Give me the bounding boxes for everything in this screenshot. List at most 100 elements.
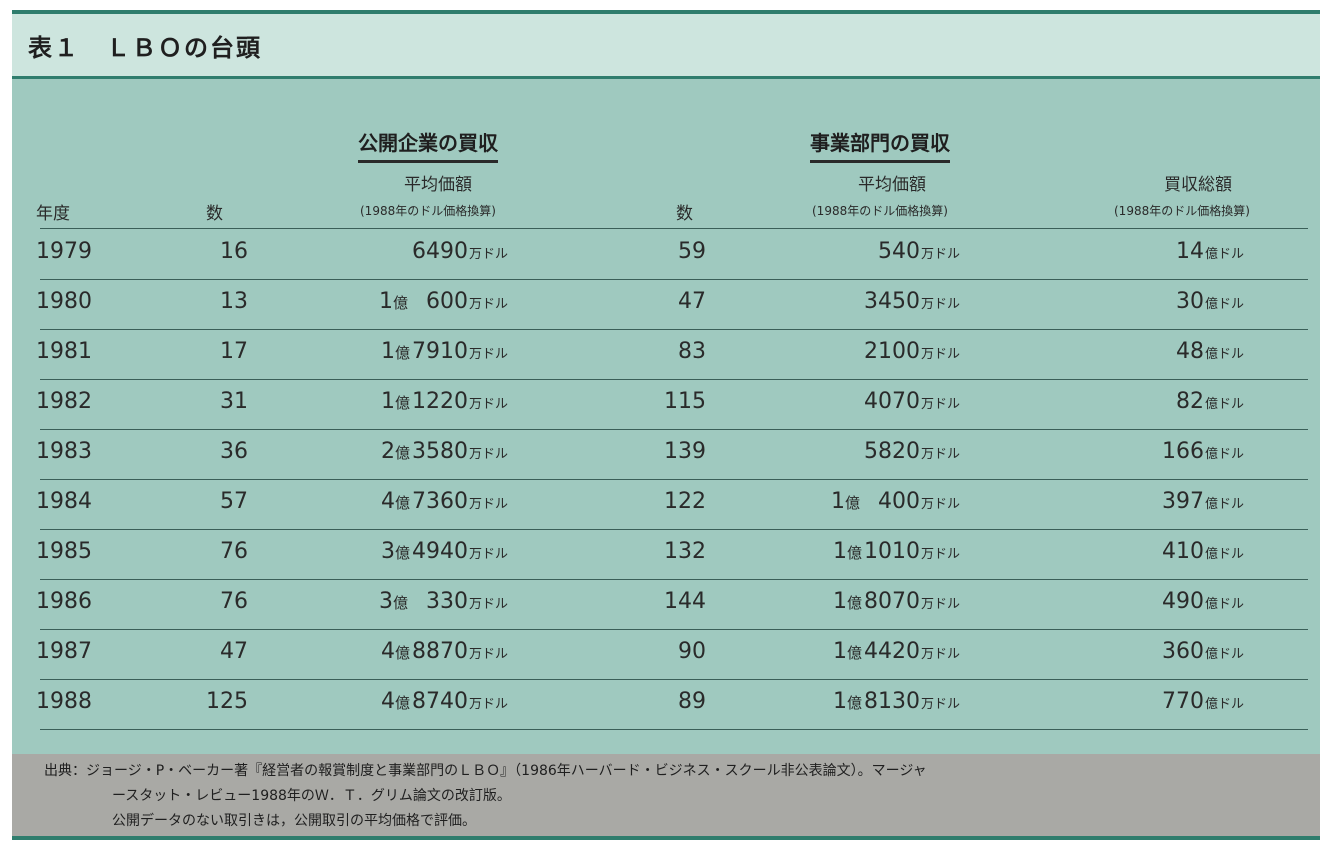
oku-number: 2 [380,439,395,464]
cell-avg-division: 2100万ドル [864,339,960,364]
row-rule [40,279,1308,280]
table-row: 1987 47 4億8870万ドル 90 1億4420万ドル 360億ドル [12,629,1320,679]
oku-number: 1 [832,689,847,714]
row-rule [40,429,1308,430]
man-unit: 万ドル [920,497,960,512]
row-rule [40,679,1308,680]
header-count-public: 数 [206,204,223,224]
cell-count-division: 83 [678,339,706,364]
man-unit: 万ドル [920,597,960,612]
cell-total-division: 410億ドル [1162,539,1244,564]
total-number: 14 [1175,239,1204,264]
total-number: 770 [1161,689,1204,714]
cell-count-division: 89 [678,689,706,714]
table-row: 1988 125 4億8740万ドル 89 1億8130万ドル 770億ドル [12,679,1320,729]
oku-dollar-unit: 億ドル [1204,597,1244,612]
oku-unit: 億 [846,594,862,612]
oku-dollar-unit: 億ドル [1204,647,1244,662]
header-avg-public: 平均価額 [404,175,472,195]
man-unit: 万ドル [920,547,960,562]
header-total-division: 買収総額 [1164,175,1232,195]
oku-dollar-unit: 億ドル [1204,697,1244,712]
cell-total-division: 770億ドル [1162,689,1244,714]
oku-dollar-unit: 億ドル [1204,297,1244,312]
man-number: 3580 [411,439,468,464]
cell-count-public: 13 [220,289,248,314]
oku-dollar-unit: 億ドル [1204,497,1244,512]
cell-count-public: 125 [206,689,248,714]
cell-total-division: 48億ドル [1176,339,1244,364]
man-unit: 万ドル [920,697,960,712]
table-row: 1985 76 3億4940万ドル 132 1億1010万ドル 410億ドル [12,529,1320,579]
cell-avg-public: 3億 330万ドル [379,589,508,614]
man-unit: 万ドル [920,397,960,412]
cell-year: 1982 [36,389,92,414]
table-row: 1986 76 3億 330万ドル 144 1億8070万ドル 490億ドル [12,579,1320,629]
oku-number: 1 [380,389,395,414]
oku-number: 1 [830,489,845,514]
oku-number: 1 [832,539,847,564]
table-title: 表１ ＬＢＯの台頭 [28,34,262,62]
oku-number: 1 [380,339,395,364]
cell-avg-public: 3億4940万ドル [381,539,508,564]
cell-avg-division: 1億4420万ドル [833,639,960,664]
cell-avg-public: 1億1220万ドル [381,389,508,414]
oku-unit: 億 [394,544,410,562]
oku-unit: 億 [392,594,408,612]
cell-total-division: 30億ドル [1176,289,1244,314]
header-year: 年度 [36,204,70,224]
total-number: 397 [1161,489,1204,514]
group-header-public: 公開企業の買収 [358,127,498,163]
man-number: 4420 [863,639,920,664]
man-number: 3450 [863,289,920,314]
cell-year: 1987 [36,639,92,664]
oku-unit: 億 [394,494,410,512]
oku-unit: 億 [846,644,862,662]
table-panel: 表１ ＬＢＯの台頭 公開企業の買収 事業部門の買収 年度 数 平均価額 (198… [12,10,1320,840]
cell-total-division: 360億ドル [1162,639,1244,664]
man-number: 1220 [411,389,468,414]
cell-year: 1985 [36,539,92,564]
cell-count-public: 36 [220,439,248,464]
oku-number: 3 [378,589,393,614]
man-unit: 万ドル [468,297,508,312]
row-rule [40,729,1308,730]
table-row: 1980 13 1億 600万ドル 47 3450万ドル 30億ドル [12,279,1320,329]
cell-count-division: 144 [664,589,706,614]
cell-count-division: 90 [678,639,706,664]
cell-year: 1980 [36,289,92,314]
header-avg-division: 平均価額 [858,175,926,195]
man-unit: 万ドル [920,247,960,262]
cell-avg-division: 3450万ドル [864,289,960,314]
cell-avg-division: 5820万ドル [864,439,960,464]
cell-avg-division: 4070万ドル [864,389,960,414]
man-number: 8070 [863,589,920,614]
cell-total-division: 490億ドル [1162,589,1244,614]
row-rule [40,579,1308,580]
header-avg-division-note: (1988年のドル価格換算) [812,204,948,218]
oku-unit: 億 [394,444,410,462]
man-number: 1010 [863,539,920,564]
table-row: 1982 31 1億1220万ドル 115 4070万ドル 82億ドル [12,379,1320,429]
man-unit: 万ドル [468,647,508,662]
oku-dollar-unit: 億ドル [1204,347,1244,362]
cell-count-division: 132 [664,539,706,564]
oku-unit: 億 [394,694,410,712]
cell-year: 1984 [36,489,92,514]
oku-dollar-unit: 億ドル [1204,247,1244,262]
cell-count-division: 47 [678,289,706,314]
total-number: 166 [1161,439,1204,464]
man-unit: 万ドル [468,597,508,612]
header-rule [40,228,1308,229]
table-row: 1979 16 6490万ドル 59 540万ドル 14億ドル [12,229,1320,279]
table-row: 1984 57 4億7360万ドル 122 1億 400万ドル 397億ドル [12,479,1320,529]
cell-count-division: 122 [664,489,706,514]
footer-line-1: 出典：ジョージ・P・ベーカー著『経営者の報賞制度と事業部門のＬＢＯ』（1986年… [44,763,927,779]
cell-avg-division: 540万ドル [878,239,960,264]
man-number: 4070 [863,389,920,414]
footer-line-2: ースタット・レビュー1988年のＷ．Ｔ．グリム論文の改訂版。 [112,788,511,804]
man-unit: 万ドル [468,347,508,362]
oku-number: 4 [380,489,395,514]
oku-number: 4 [380,639,395,664]
header-avg-public-note: (1988年のドル価格換算) [360,204,496,218]
